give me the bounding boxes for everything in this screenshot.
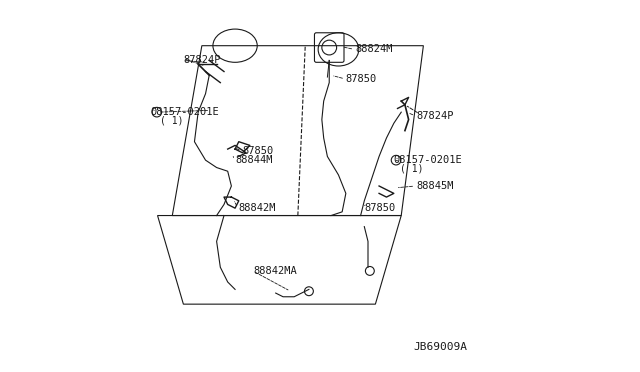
Text: 88824M: 88824M <box>355 44 392 54</box>
Text: 87850: 87850 <box>346 74 377 84</box>
Text: 08157-0201E: 08157-0201E <box>150 107 219 117</box>
Text: 88845M: 88845M <box>416 181 454 191</box>
Text: JB69009A: JB69009A <box>413 342 468 352</box>
Text: 88842M: 88842M <box>239 203 276 213</box>
Text: 87824P: 87824P <box>416 111 454 121</box>
Text: ( 1): ( 1) <box>161 116 184 126</box>
Text: ( 1): ( 1) <box>401 163 424 173</box>
Text: 87850: 87850 <box>364 203 396 213</box>
Text: 88844M: 88844M <box>235 155 273 165</box>
Text: 87850: 87850 <box>243 146 274 156</box>
Text: 87824P: 87824P <box>184 55 221 65</box>
Text: 08157-0201E: 08157-0201E <box>394 155 463 165</box>
Text: 88842MA: 88842MA <box>253 266 298 276</box>
